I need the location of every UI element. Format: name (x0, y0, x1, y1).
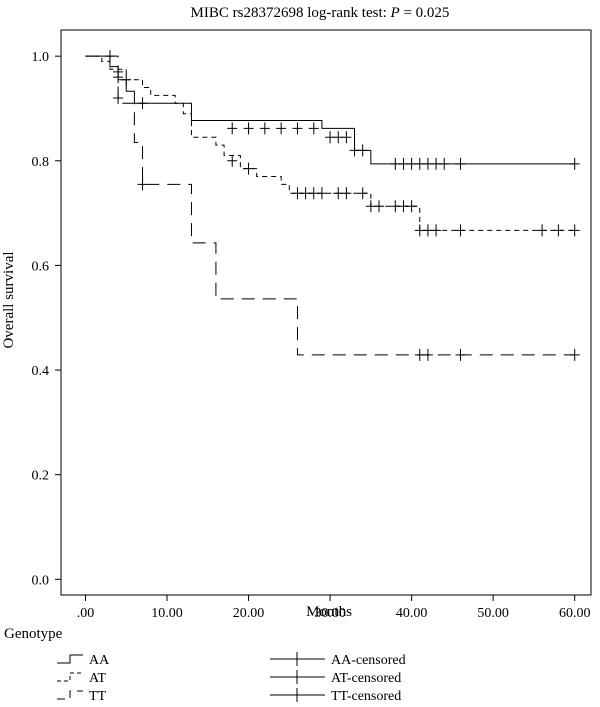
legend-symbol-at (57, 672, 83, 682)
censor-mark-at (553, 224, 564, 237)
series-at-curve (85, 55, 575, 231)
legend-label-at: AT (89, 671, 107, 686)
censor-mark-tt (569, 348, 580, 361)
series-aa-curve (85, 55, 575, 165)
series-layer (85, 50, 580, 361)
censor-mark-at (537, 224, 548, 237)
censor-mark-aa (292, 122, 303, 135)
y-axis-label: Overall survival (1, 251, 17, 348)
x-tick-label: 40.00 (396, 606, 428, 621)
legend-symbol-tt (57, 690, 83, 700)
censor-mark-tt (137, 178, 148, 191)
censor-mark-tt (113, 92, 124, 105)
x-tick-label: 10.00 (151, 606, 183, 621)
chart-title-p-symbol: P (390, 5, 400, 21)
censor-mark-aa (276, 122, 287, 135)
legend-lines: AA AT TT (57, 653, 110, 704)
censor-mark-at (341, 187, 352, 200)
y-tick-label: 0.8 (32, 155, 50, 170)
chart-title-prefix: MIBC rs28372698 log-rank test: (191, 5, 391, 21)
x-tick-label: 20.00 (233, 606, 265, 621)
plot-frame (60, 29, 592, 596)
censor-mark-aa (455, 157, 466, 170)
x-tick-label: 30.00 (314, 606, 346, 621)
legend-censor-symbol-at (270, 670, 325, 684)
censor-mark-aa (243, 122, 254, 135)
censor-mark-at (243, 162, 254, 175)
legend: Genotype AA AT TT AA-censored AT-censored TT… (4, 626, 406, 704)
censor-mark-at (227, 154, 238, 167)
legend-label-aa: AA (89, 653, 110, 668)
x-tick-label: 50.00 (477, 606, 509, 621)
censor-mark-aa (259, 122, 270, 135)
censor-mark-at (431, 224, 442, 237)
x-axis-label: Months (306, 604, 352, 620)
legend-censored: AA-censored AT-censored TT-censored (270, 652, 406, 704)
censor-mark-aa (357, 144, 368, 157)
censor-mark-tt (422, 348, 433, 361)
series-tt-curve (85, 55, 575, 356)
y-tick-label: 1.0 (32, 50, 50, 65)
chart-title: MIBC rs28372698 log-rank test: P = 0.025 (191, 5, 450, 21)
censor-mark-at (455, 224, 466, 237)
y-axis: 0.0 0.2 0.4 0.6 0.8 1.0 (32, 50, 61, 588)
censor-mark-at (406, 200, 417, 213)
censor-mark-aa (341, 131, 352, 144)
legend-censor-symbol-aa (270, 652, 325, 666)
x-axis: .00 10.00 20.00 30.00 40.00 50.00 60.00 (77, 595, 591, 621)
censor-mark-tt (455, 348, 466, 361)
legend-censor-label-tt: TT-censored (331, 689, 401, 704)
y-tick-label: 0.2 (32, 469, 50, 484)
censor-mark-aa (569, 157, 580, 170)
censor-mark-aa (308, 122, 319, 135)
legend-censor-label-aa: AA-censored (331, 653, 406, 668)
y-tick-label: 0.4 (32, 364, 50, 379)
legend-censor-symbol-tt (270, 688, 325, 702)
censor-mark-aa (227, 122, 238, 135)
y-tick-label: 0.6 (32, 259, 50, 274)
censor-mark-at (374, 200, 384, 213)
legend-title: Genotype (4, 626, 63, 642)
censor-mark-at (357, 187, 368, 200)
x-tick-label: 60.00 (559, 606, 591, 621)
censor-mark-aa (439, 157, 450, 170)
censor-mark-aa (137, 97, 148, 110)
legend-censor-label-at: AT-censored (331, 671, 401, 686)
legend-symbol-aa (57, 654, 83, 664)
y-tick-label: 0.0 (32, 573, 50, 588)
x-tick-label: .00 (77, 606, 95, 621)
censor-mark-at (569, 224, 580, 237)
censor-mark-at (316, 187, 327, 200)
legend-label-tt: TT (89, 689, 107, 704)
chart-title-p-value: = 0.025 (400, 5, 450, 21)
